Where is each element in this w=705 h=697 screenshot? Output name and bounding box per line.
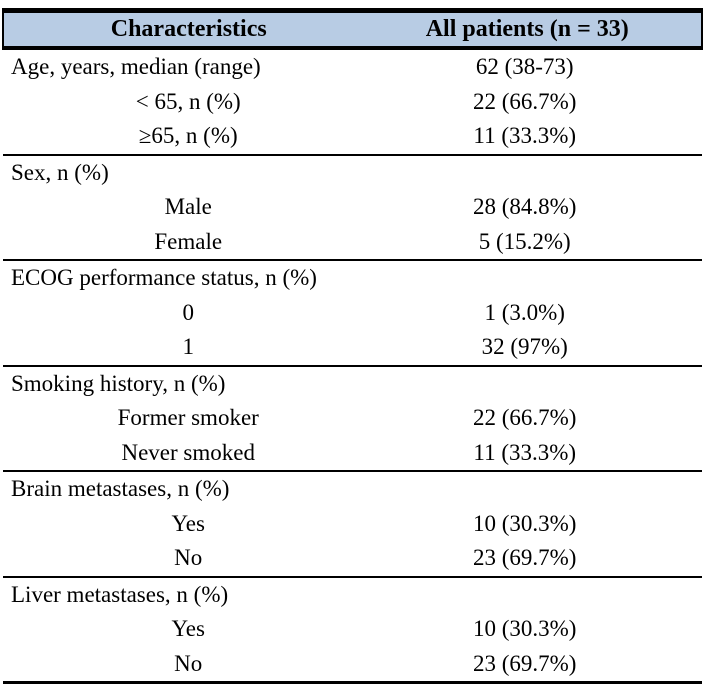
value-cell: 5 (15.2%) (373, 224, 702, 261)
sub-characteristic-label: ≥65, n (%) (3, 119, 374, 156)
table-row: ≥65, n (%) 11 (33.3%) (3, 119, 702, 156)
table-row: No 23 (69.7%) (3, 646, 702, 684)
value-cell (373, 471, 702, 507)
value-cell: 10 (30.3%) (472, 616, 577, 642)
table-row: Age, years, median (range) 62 (38-73) (3, 48, 702, 85)
value-cell: 23 (69.7%) (373, 646, 702, 684)
value-cell: 1 (3.0%) (484, 299, 565, 325)
value-cell (373, 577, 702, 613)
sub-characteristic-label: No (3, 646, 374, 684)
table-row: ECOG performance status, n (%) (3, 260, 702, 296)
table-row: Male 28 (84.8%) (3, 190, 702, 225)
sub-characteristic-label: < 65, n (%) (135, 88, 241, 114)
sub-characteristic-label: Former smoker (117, 405, 259, 431)
value-cell: 62 (38-73) (475, 54, 574, 80)
table-row: 0 1 (3.0%) (3, 296, 702, 331)
patient-characteristics-table: Characteristics All patients (n = 33) Ag… (1, 8, 703, 684)
table-row: Never smoked 11 (33.3%) (3, 435, 702, 472)
column-header-all-patients: All patients (n = 33) (373, 8, 703, 50)
table-header-row: Characteristics All patients (n = 33) (1, 8, 703, 50)
table-row: 1 32 (97%) (3, 330, 702, 367)
sub-characteristic-label: Yes (171, 510, 205, 536)
table-row: Former smoker 22 (66.7%) (3, 401, 702, 436)
value-cell (373, 366, 702, 402)
value-cell: 23 (69.7%) (373, 541, 702, 578)
table-row: Yes 10 (30.3%) (3, 507, 702, 542)
table-row: Sex, n (%) (3, 155, 702, 191)
value-cell: 22 (66.7%) (472, 405, 577, 431)
value-cell: 22 (66.7%) (472, 88, 577, 114)
sub-characteristic-label: 0 (182, 299, 194, 325)
table-row: Yes 10 (30.3%) (3, 612, 702, 647)
characteristic-label: Liver metastases, n (%) (11, 581, 229, 607)
characteristic-label: Sex, n (%) (11, 159, 109, 185)
table-row: Female 5 (15.2%) (3, 224, 702, 261)
value-cell (373, 260, 702, 296)
sub-characteristic-label: Yes (171, 616, 205, 642)
characteristic-label: Age, years, median (range) (11, 54, 261, 80)
sub-characteristic-label: Female (3, 224, 374, 261)
characteristic-label: Brain metastases, n (%) (11, 476, 230, 502)
value-cell: 10 (30.3%) (472, 510, 577, 536)
value-cell: 32 (97%) (373, 330, 702, 367)
table-row: No 23 (69.7%) (3, 541, 702, 578)
table-row: Brain metastases, n (%) (3, 471, 702, 507)
value-cell (373, 155, 702, 191)
table-row: < 65, n (%) 22 (66.7%) (3, 85, 702, 120)
value-cell: 11 (33.3%) (373, 119, 702, 156)
sub-characteristic-label: 1 (3, 330, 374, 367)
sub-characteristic-label: No (3, 541, 374, 578)
value-cell: 11 (33.3%) (373, 435, 702, 472)
value-cell: 28 (84.8%) (472, 194, 577, 220)
characteristic-label: ECOG performance status, n (%) (11, 265, 317, 291)
column-header-characteristics: Characteristics (1, 8, 374, 50)
sub-characteristic-label: Never smoked (3, 435, 374, 472)
sub-characteristic-label: Male (164, 194, 212, 220)
table-row: Liver metastases, n (%) (3, 577, 702, 613)
characteristic-label: Smoking history, n (%) (11, 370, 226, 396)
table-row: Smoking history, n (%) (3, 366, 702, 402)
